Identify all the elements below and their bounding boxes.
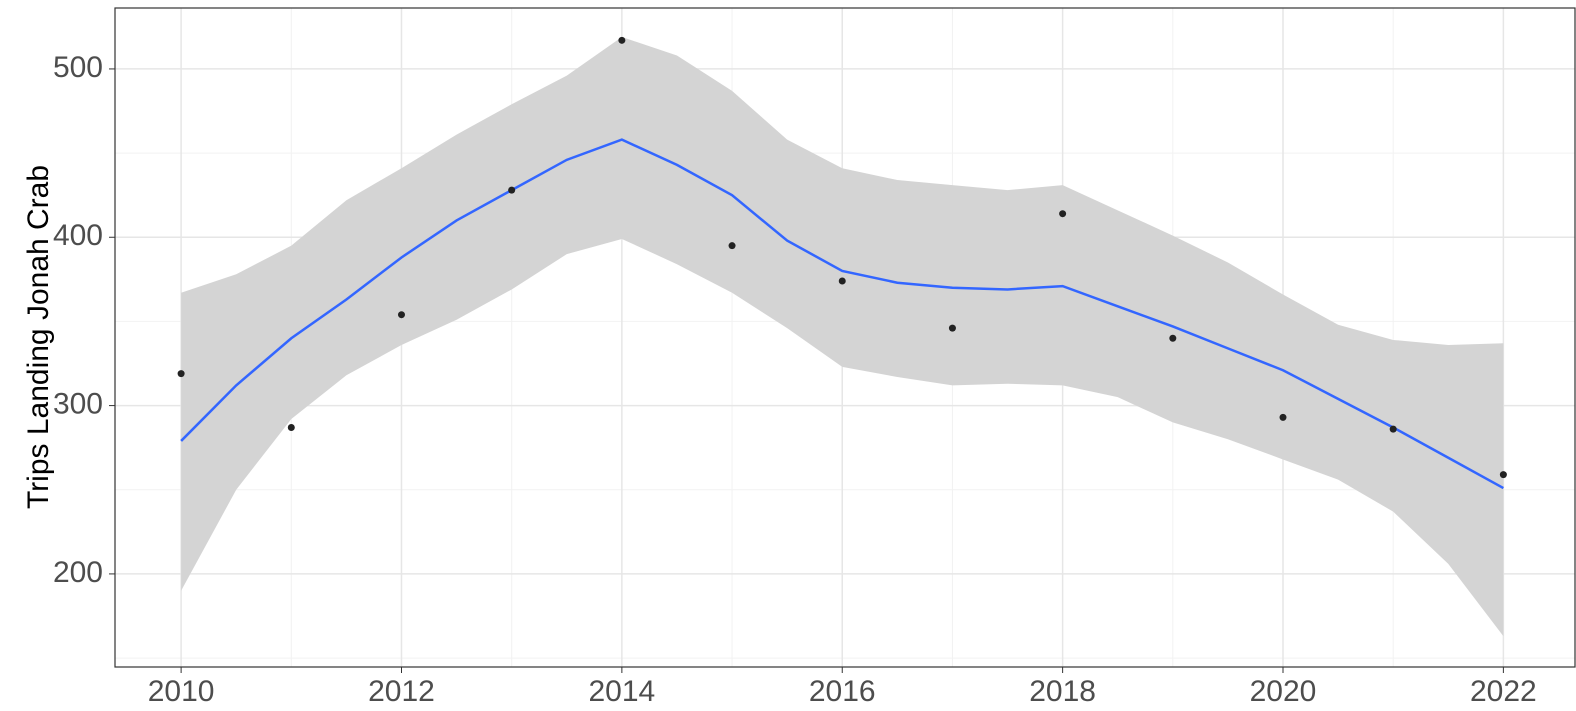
point xyxy=(177,370,185,378)
smooth-line xyxy=(180,138,1504,490)
x-tick-label: 2022 xyxy=(1470,675,1537,708)
point xyxy=(728,242,736,250)
y-tick-label: 400 xyxy=(53,219,103,252)
point xyxy=(1169,334,1177,342)
point xyxy=(287,423,295,431)
y-tick-label: 300 xyxy=(53,388,103,421)
x-tick-label: 2010 xyxy=(148,675,215,708)
x-tick-label: 2014 xyxy=(588,675,655,708)
point xyxy=(1059,210,1067,218)
x-tick-label: 2020 xyxy=(1250,675,1317,708)
y-tick-label: 500 xyxy=(53,51,103,84)
point xyxy=(397,311,405,319)
point xyxy=(948,324,956,332)
x-tick-label: 2016 xyxy=(809,675,876,708)
point xyxy=(1389,425,1397,433)
point xyxy=(618,36,626,44)
y-tick-label: 200 xyxy=(53,556,103,589)
point xyxy=(508,186,516,194)
panel-border xyxy=(114,7,1576,668)
x-tick-label: 2012 xyxy=(368,675,435,708)
point xyxy=(838,277,846,285)
x-tick-label: 2018 xyxy=(1029,675,1096,708)
y-axis-label: Trips Landing Jonah Crab xyxy=(22,165,55,509)
point xyxy=(1279,413,1287,421)
point xyxy=(1499,471,1507,479)
